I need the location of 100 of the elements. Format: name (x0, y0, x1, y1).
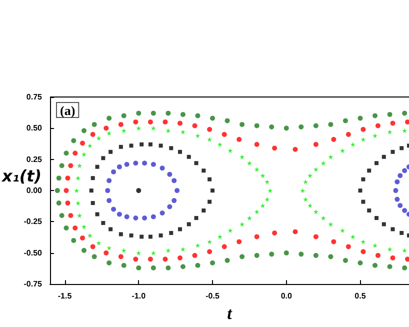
point (158, 144, 163, 148)
point (108, 150, 113, 154)
point (59, 163, 64, 168)
point (133, 119, 138, 124)
x-tick-label: 0.0 (280, 292, 292, 301)
point (174, 188, 180, 194)
point (398, 173, 403, 178)
point (121, 113, 126, 118)
y-tick-label: 0.50 (26, 124, 43, 133)
point (172, 178, 177, 184)
point (390, 150, 395, 154)
point (358, 260, 363, 266)
point (346, 244, 351, 250)
point (405, 119, 409, 124)
point (101, 220, 106, 225)
point (393, 188, 398, 194)
point (360, 249, 366, 254)
y-tick-label: -0.75 (24, 280, 43, 289)
x-axis-title: t (227, 304, 234, 323)
point (54, 188, 60, 194)
point (142, 215, 148, 220)
point (313, 252, 318, 258)
y-tick-label: 0.00 (26, 186, 43, 196)
point (105, 188, 110, 194)
point (210, 188, 215, 193)
point (207, 249, 212, 254)
point (195, 262, 200, 268)
point (136, 188, 142, 194)
point (402, 110, 408, 116)
point (180, 112, 186, 117)
point (269, 252, 274, 257)
point (72, 150, 78, 156)
point (313, 142, 318, 147)
point (402, 168, 408, 174)
point (106, 116, 112, 121)
point (331, 136, 336, 142)
point (269, 124, 274, 130)
point (59, 213, 64, 218)
point (382, 222, 386, 226)
point (222, 132, 227, 137)
x-tick-label: -1.5 (58, 292, 72, 301)
point (178, 120, 183, 126)
point (254, 234, 260, 240)
point (64, 225, 69, 230)
point (160, 166, 165, 171)
point (390, 120, 396, 126)
point (90, 201, 95, 206)
point (178, 150, 182, 154)
point (313, 234, 318, 240)
point (108, 227, 113, 232)
point (346, 132, 351, 137)
point (342, 118, 348, 124)
point (64, 188, 69, 194)
x-tick-label: -1.0 (132, 292, 146, 301)
point (394, 196, 400, 202)
point (272, 146, 278, 151)
point (81, 248, 86, 253)
point (375, 252, 380, 258)
point (166, 265, 171, 270)
point (95, 212, 100, 216)
point (68, 213, 74, 218)
point (210, 260, 216, 266)
point (133, 256, 138, 262)
point (402, 208, 408, 214)
point (254, 142, 260, 147)
point (374, 161, 378, 166)
point (133, 160, 138, 166)
point (360, 126, 366, 132)
point (292, 229, 298, 234)
point (186, 154, 191, 159)
point (148, 142, 152, 146)
point (202, 168, 206, 173)
point (207, 126, 212, 132)
point (328, 254, 334, 260)
point (169, 146, 174, 150)
point (92, 122, 97, 127)
x-tick-label: -0.5 (206, 292, 220, 301)
y-axis-title: x₁(t) (1, 166, 42, 186)
point (118, 122, 124, 127)
point (208, 177, 212, 182)
y-tick-label: 0.25 (26, 154, 43, 164)
point (167, 172, 172, 177)
point (116, 164, 122, 170)
point (202, 208, 206, 213)
point (111, 206, 116, 212)
point (387, 112, 392, 117)
point (71, 238, 76, 243)
point (150, 110, 156, 116)
point (400, 146, 404, 150)
point (192, 123, 198, 128)
point (236, 239, 242, 244)
point (68, 163, 74, 168)
y-tick-label: 0.75 (26, 92, 43, 102)
point (224, 258, 230, 263)
point (90, 132, 96, 137)
point (64, 150, 69, 156)
point (166, 110, 171, 116)
point (92, 254, 97, 260)
point (192, 252, 198, 258)
point (361, 177, 366, 182)
